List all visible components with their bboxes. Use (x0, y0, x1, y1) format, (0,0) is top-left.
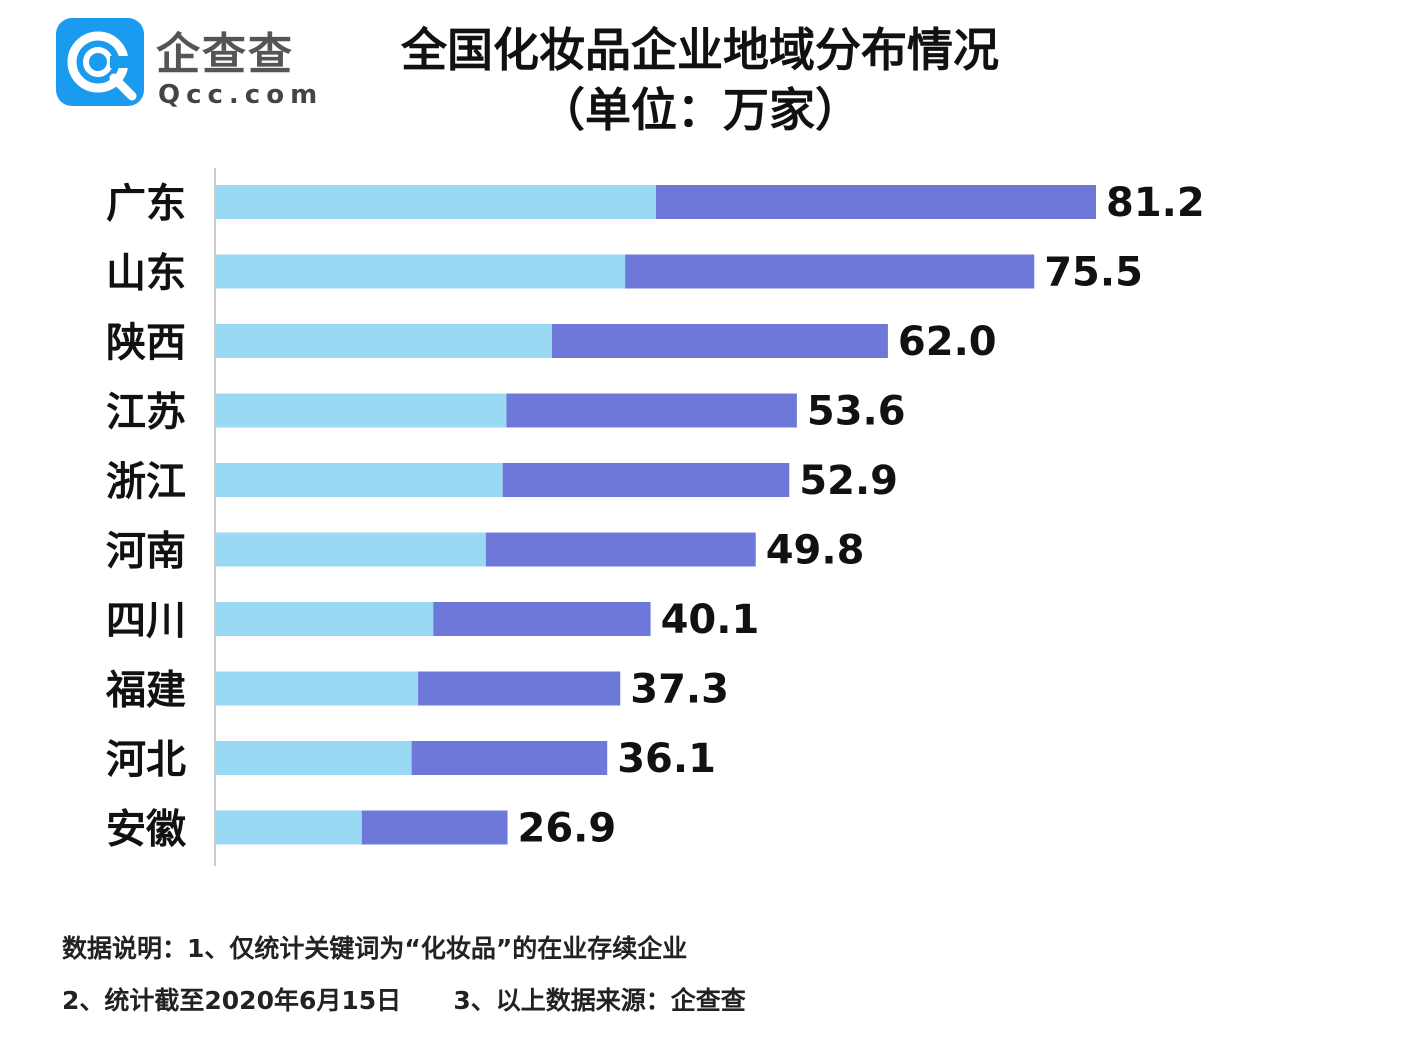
value-label: 40.1 (661, 597, 760, 643)
value-label: 37.3 (630, 667, 729, 713)
bar-segment-dark (411, 741, 608, 775)
logo-domain: Qcc.com (158, 80, 324, 110)
category-label: 四川 (106, 598, 186, 644)
bar-segment-light (216, 810, 362, 845)
bar-segment-dark (625, 254, 1035, 289)
bar-segment-dark (418, 671, 621, 706)
category-label: 陕西 (106, 320, 186, 366)
value-label: 53.6 (807, 389, 906, 435)
value-label: 36.1 (617, 736, 716, 782)
value-label: 81.2 (1106, 180, 1205, 226)
value-label: 75.5 (1044, 250, 1143, 296)
bar-segment-dark (506, 393, 797, 428)
data-note-line-1: 数据说明：1、仅统计关键词为“化妆品”的在业存续企业 (62, 934, 688, 963)
bar-segment-dark (502, 463, 790, 497)
bar-segment-dark (485, 532, 756, 567)
value-label: 26.9 (518, 806, 617, 852)
qcc-logo-icon (56, 18, 144, 106)
bar-segment-light (216, 671, 419, 706)
category-label: 河北 (106, 737, 186, 783)
bar-segment-light (216, 393, 507, 428)
value-label: 62.0 (898, 319, 997, 365)
chart-subtitle: （单位：万家） (539, 83, 861, 137)
qcc-logo: 企查查 Qcc.com (56, 18, 317, 110)
bar-segment-light (216, 324, 552, 358)
bar-segment-light (216, 532, 486, 567)
category-label: 河南 (106, 529, 186, 575)
bar-segment-light (216, 185, 656, 219)
category-label: 浙江 (106, 459, 186, 505)
category-label: 山东 (106, 251, 186, 297)
bar-segment-light (216, 602, 434, 636)
bar-segment-dark (361, 810, 508, 845)
category-label: 福建 (105, 668, 186, 714)
bar-segment-light (216, 463, 503, 497)
category-label: 安徽 (106, 807, 187, 853)
value-label: 49.8 (766, 528, 865, 574)
bar-segment-light (216, 254, 626, 289)
bar-segment-dark (551, 324, 888, 358)
bar-segment-dark (433, 602, 651, 636)
bar-segment-light (216, 741, 412, 775)
bar-segment-dark (656, 185, 1096, 219)
category-label: 江苏 (106, 390, 186, 436)
data-note-line-2: 2、统计截至2020年6月15日 3、以上数据来源：企查查 (62, 986, 746, 1015)
logo-name: 企查查 (156, 29, 294, 80)
chart-title: 全国化妆品企业地域分布情况 (401, 23, 999, 77)
category-label: 广东 (106, 181, 186, 227)
value-label: 52.9 (799, 458, 898, 504)
bar-chart: 广东 81.2 山东 75.5 陕西 62.0 江苏 53.6 浙江 52.9 河南 49.8 四川 40… (105, 168, 1205, 866)
